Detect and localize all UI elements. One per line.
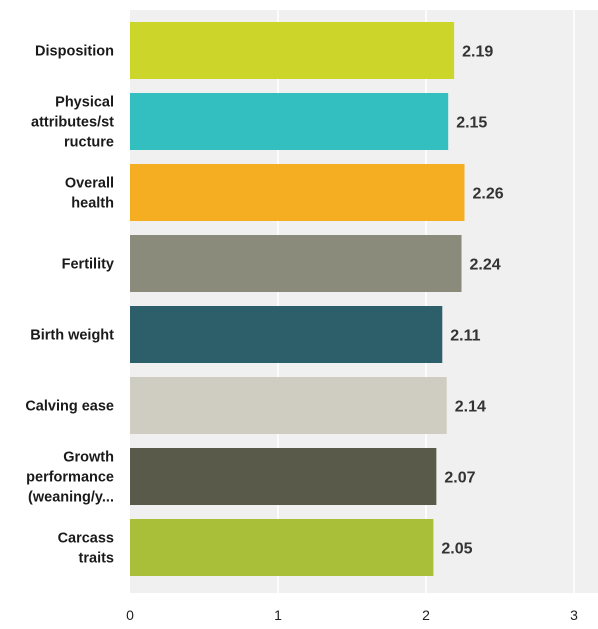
bars [130, 22, 465, 576]
category-label-line: Overall [65, 176, 114, 192]
bar [130, 377, 447, 434]
category-label-line: Physical [55, 95, 114, 111]
bar [130, 93, 449, 150]
category-label-line: Carcass [58, 531, 114, 547]
category-label-line: attributes/st [31, 115, 114, 131]
bar-value-label: 2.05 [441, 541, 472, 558]
x-tick-label: 3 [570, 607, 578, 623]
x-axis-ticks: 0 1 2 3 [126, 607, 578, 623]
bar [130, 22, 455, 79]
bar [130, 519, 434, 576]
bar-value-label: 2.24 [470, 257, 501, 274]
x-tick-label: 0 [126, 607, 134, 623]
bar-value-label: 2.26 [472, 186, 503, 203]
category-label-line: health [71, 196, 114, 212]
x-tick-label: 1 [274, 607, 282, 623]
bar [130, 306, 443, 363]
category-label: Growth performance (weaning/y... [26, 450, 114, 506]
category-label: Disposition [35, 44, 114, 60]
x-tick-label: 2 [422, 607, 430, 623]
category-label: Carcass traits [58, 531, 114, 567]
category-label-line: Growth [63, 450, 114, 466]
category-label: Calving ease [25, 399, 114, 415]
category-label-line: traits [79, 551, 114, 567]
value-labels: 2.19 2.15 2.26 2.24 2.11 2.14 2.07 2.05 [441, 44, 503, 558]
bar [130, 448, 437, 505]
category-label-line: ructure [64, 135, 114, 151]
bar-value-label: 2.07 [444, 470, 475, 487]
category-label-line: Calving ease [25, 399, 114, 415]
category-label: Fertility [62, 257, 114, 273]
category-label-line: Birth weight [30, 328, 114, 344]
bar [130, 164, 465, 221]
category-label-line: (weaning/y... [28, 490, 114, 506]
category-label-line: performance [26, 470, 114, 486]
category-label-line: Disposition [35, 44, 114, 60]
category-label: Birth weight [30, 328, 114, 344]
bar-value-label: 2.19 [462, 44, 493, 61]
category-label: Physical attributes/st ructure [31, 95, 114, 151]
category-label-line: Fertility [62, 257, 114, 273]
bar-value-label: 2.14 [455, 399, 486, 416]
bar [130, 235, 462, 292]
category-label: Overall health [65, 176, 114, 212]
bar-value-label: 2.15 [456, 115, 487, 132]
bar-value-label: 2.11 [450, 328, 480, 345]
category-labels: Disposition Physical attributes/st ructure O… [25, 44, 114, 567]
